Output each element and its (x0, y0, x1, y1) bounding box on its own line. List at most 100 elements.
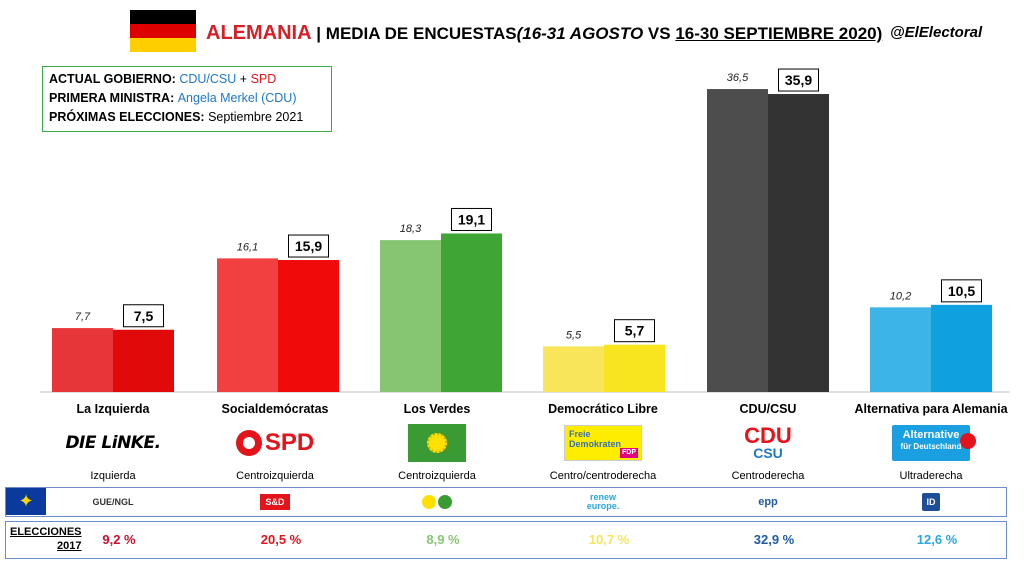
renew-label-line1: renew (589, 492, 616, 502)
party-ideology: Centroizquierda (398, 470, 476, 482)
party-ideology: Centroizquierda (236, 470, 314, 482)
party-column-linke: La Izquierda DIE LiNKE. Izquierda (28, 402, 198, 482)
data-label-previous: 7,7 (75, 311, 91, 323)
party-ideology: Izquierda (90, 470, 136, 482)
party-name: CDU/CSU (739, 402, 797, 416)
party-name: Alternativa para Alemania (854, 402, 1008, 416)
data-label-current: 5,7 (625, 323, 645, 339)
data-label-current: 19,1 (458, 211, 485, 227)
election-result-cdu-csu: 32,9 % (753, 532, 795, 547)
gue-ngl-logo-icon: GUE/NGL (28, 491, 198, 513)
title-vs: VS (647, 24, 671, 43)
bar-current (768, 94, 829, 392)
next-elections-line: PRÓXIMAS ELECCIONES: Septiembre 2021 (49, 108, 325, 127)
id-group-label: ID (922, 493, 940, 511)
fdp-logo-line2: Demokraten (569, 439, 622, 449)
elections-label-line1: ELECCIONES (10, 526, 82, 538)
data-label-box (941, 279, 982, 303)
csu-logo-text: CSU (753, 445, 783, 461)
cdu-csu-logo: CDU CSU (744, 423, 792, 461)
epp-logo-icon: epp (683, 491, 853, 513)
eu-groups-row: ✦ GUE/NGL S&D renew europe. epp ID (5, 487, 1007, 517)
bar-current (113, 329, 174, 392)
fdp-logo-tag: FDP (620, 448, 638, 458)
greens-efa-logo-icon (352, 491, 522, 513)
prime-minister-label: PRIMERA MINISTRA: (49, 91, 175, 105)
party-column-grune: Los Verdes Centroizquierda (352, 402, 522, 482)
title-separator: | (316, 24, 322, 43)
prime-minister-value: Angela Merkel (CDU) (177, 91, 297, 105)
flag-stripe-black (130, 10, 196, 24)
bar-previous (52, 328, 113, 392)
flag-stripe-gold (130, 38, 196, 52)
s-and-d-logo-icon: S&D (190, 491, 360, 513)
government-info-box: ACTUAL GOBIERNO: CDU/CSU + SPD PRIMERA M… (42, 66, 332, 132)
die-linke-logo-text: DIE LiNKE. (65, 433, 161, 453)
party-column-spd: Socialdemócratas SPD Centroizquierda (190, 402, 360, 482)
greens-circle-yellow (422, 495, 436, 509)
data-label-previous: 18,3 (400, 223, 422, 235)
title-prefix: MEDIA DE ENCUESTAS (325, 24, 517, 43)
renew-europe-logo-icon: renew europe. (518, 491, 688, 513)
grune-logo-icon (352, 422, 522, 464)
data-label-box (288, 234, 329, 258)
gue-ngl-label: GUE/NGL (92, 497, 134, 507)
prime-minister-line: PRIMERA MINISTRA: Angela Merkel (CDU) (49, 89, 325, 108)
data-label-current: 35,9 (785, 72, 812, 88)
government-line: ACTUAL GOBIERNO: CDU/CSU + SPD (49, 70, 325, 89)
die-linke-logo-icon: DIE LiNKE. (28, 422, 198, 464)
bar-current (441, 233, 502, 392)
cdu-logo-text: CDU (744, 423, 792, 448)
period-previous: (16-31 AGOSTO (516, 24, 644, 43)
bar-previous (380, 240, 441, 392)
renew-label-line2: europe. (586, 501, 620, 511)
afd-logo-line2: für Deutschland (900, 442, 962, 451)
government-party-2: SPD (250, 72, 277, 86)
next-elections-value: Septiembre 2021 (208, 110, 304, 124)
election-result-spd: 20,5 % (260, 532, 302, 547)
election-result-linke: 9,2 % (102, 532, 136, 547)
party-column-fdp: Democrático Libre Freie Demokraten FDP C… (518, 402, 688, 482)
cdu-csu-logo-icon: CDU CSU (683, 422, 853, 464)
greens-efa-logo (422, 495, 452, 509)
flag-stripe-red (130, 24, 196, 38)
data-label-current: 7,5 (134, 308, 154, 324)
greens-circle-green (438, 495, 452, 509)
page-title: ALEMANIA | MEDIA DE ENCUESTAS(16-31 AGOS… (206, 22, 882, 45)
sunflower-icon (427, 433, 447, 453)
data-label-current: 15,9 (295, 238, 322, 254)
party-name: Socialdemócratas (221, 402, 329, 416)
elections-label: ELECCIONES 2017 (10, 525, 82, 553)
grune-logo (408, 424, 466, 462)
bar-previous (707, 89, 768, 393)
afd-logo-icon: Alternative für Deutschland (846, 422, 1016, 464)
elections-2017-row: ELECCIONES 2017 9,2 % 20,5 % 8,9 % 10,7 … (5, 521, 1007, 559)
bar-previous (870, 307, 931, 392)
eu-flag-icon: ✦ (6, 488, 46, 515)
bar-current (931, 304, 992, 392)
id-group-logo-icon: ID (846, 491, 1016, 513)
fdp-logo-line1: Freie (569, 429, 591, 439)
afd-logo-line1: Alternative (902, 429, 960, 441)
government-label: ACTUAL GOBIERNO: (49, 72, 176, 86)
bar-current (604, 344, 665, 392)
party-ideology: Ultraderecha (899, 470, 963, 482)
poll-bar-chart: 7,7 7,5 16,1 15,9 18,3 19,1 5,5 5,7 36,5 35,9 10,2… (40, 68, 1010, 393)
rose-icon (235, 430, 262, 456)
fdp-logo: Freie Demokraten FDP (564, 425, 642, 461)
data-label-previous: 36,5 (727, 72, 749, 84)
election-result-grune: 8,9 % (426, 532, 460, 547)
data-label-current: 10,5 (948, 283, 975, 299)
bar-previous (217, 258, 278, 392)
election-result-afd: 12,6 % (916, 532, 958, 547)
afd-logo: Alternative für Deutschland (892, 425, 976, 461)
spd-logo-text: SPD (264, 429, 315, 456)
party-name: La Izquierda (76, 402, 150, 416)
epp-label: epp (758, 496, 778, 508)
data-label-box (123, 304, 164, 328)
party-name: Democrático Libre (548, 402, 658, 416)
data-label-box (451, 207, 492, 231)
germany-flag-icon (130, 10, 196, 52)
party-name: Los Verdes (403, 402, 471, 416)
author-handle: @ElElectoral (890, 24, 983, 41)
